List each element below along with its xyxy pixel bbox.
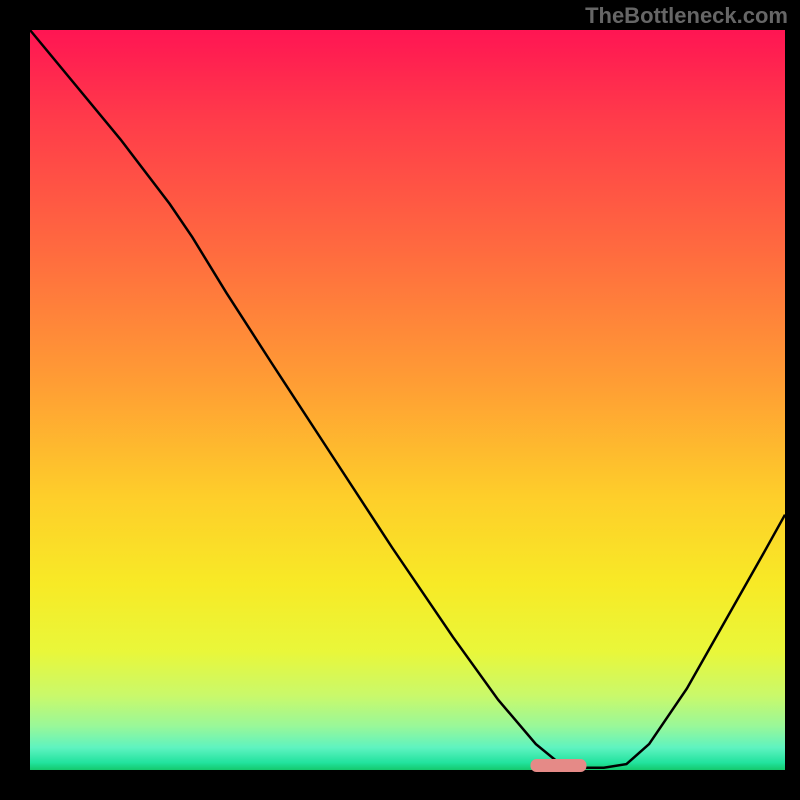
plot-area	[30, 30, 785, 770]
curve-path	[30, 30, 785, 768]
watermark-text: TheBottleneck.com	[585, 3, 788, 29]
bottleneck-curve	[30, 30, 785, 770]
optimal-marker	[531, 759, 587, 772]
